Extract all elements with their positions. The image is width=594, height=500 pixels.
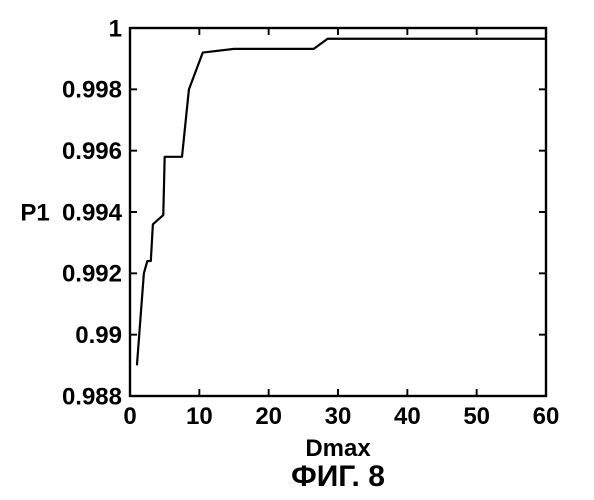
y-tick-group: 0.988 0.99 0.992 0.994 0.996 0.998 1 <box>62 15 546 410</box>
x-tick-label: 10 <box>186 403 213 430</box>
y-tick-label: 0.996 <box>62 138 122 165</box>
x-tick-label: 30 <box>325 403 352 430</box>
x-tick-label: 20 <box>255 403 282 430</box>
chart-container: 0102030405060 0.9880.990.9920.9940.9960.… <box>0 0 594 500</box>
y-tick-label: 0.998 <box>62 77 122 104</box>
figure-caption: ФИГ. 8 <box>291 460 385 493</box>
series-line-p1 <box>137 39 546 366</box>
x-tick-label: 0 <box>123 403 136 430</box>
chart-svg: 0102030405060 0.9880.990.9920.9940.9960.… <box>0 0 594 500</box>
x-tick-label: 60 <box>533 403 560 430</box>
y-tick-label: 0.99 <box>75 322 122 349</box>
y-axis-label: P1 <box>20 199 49 226</box>
y-tick-label: 0.988 <box>62 383 122 410</box>
x-tick-label: 50 <box>463 403 490 430</box>
x-tick-label: 40 <box>394 403 421 430</box>
y-tick-label: 1 <box>109 15 122 42</box>
x-axis-label: Dmax <box>305 435 371 462</box>
y-tick-label: 0.992 <box>62 261 122 288</box>
y-tick-label: 0.994 <box>62 199 123 226</box>
